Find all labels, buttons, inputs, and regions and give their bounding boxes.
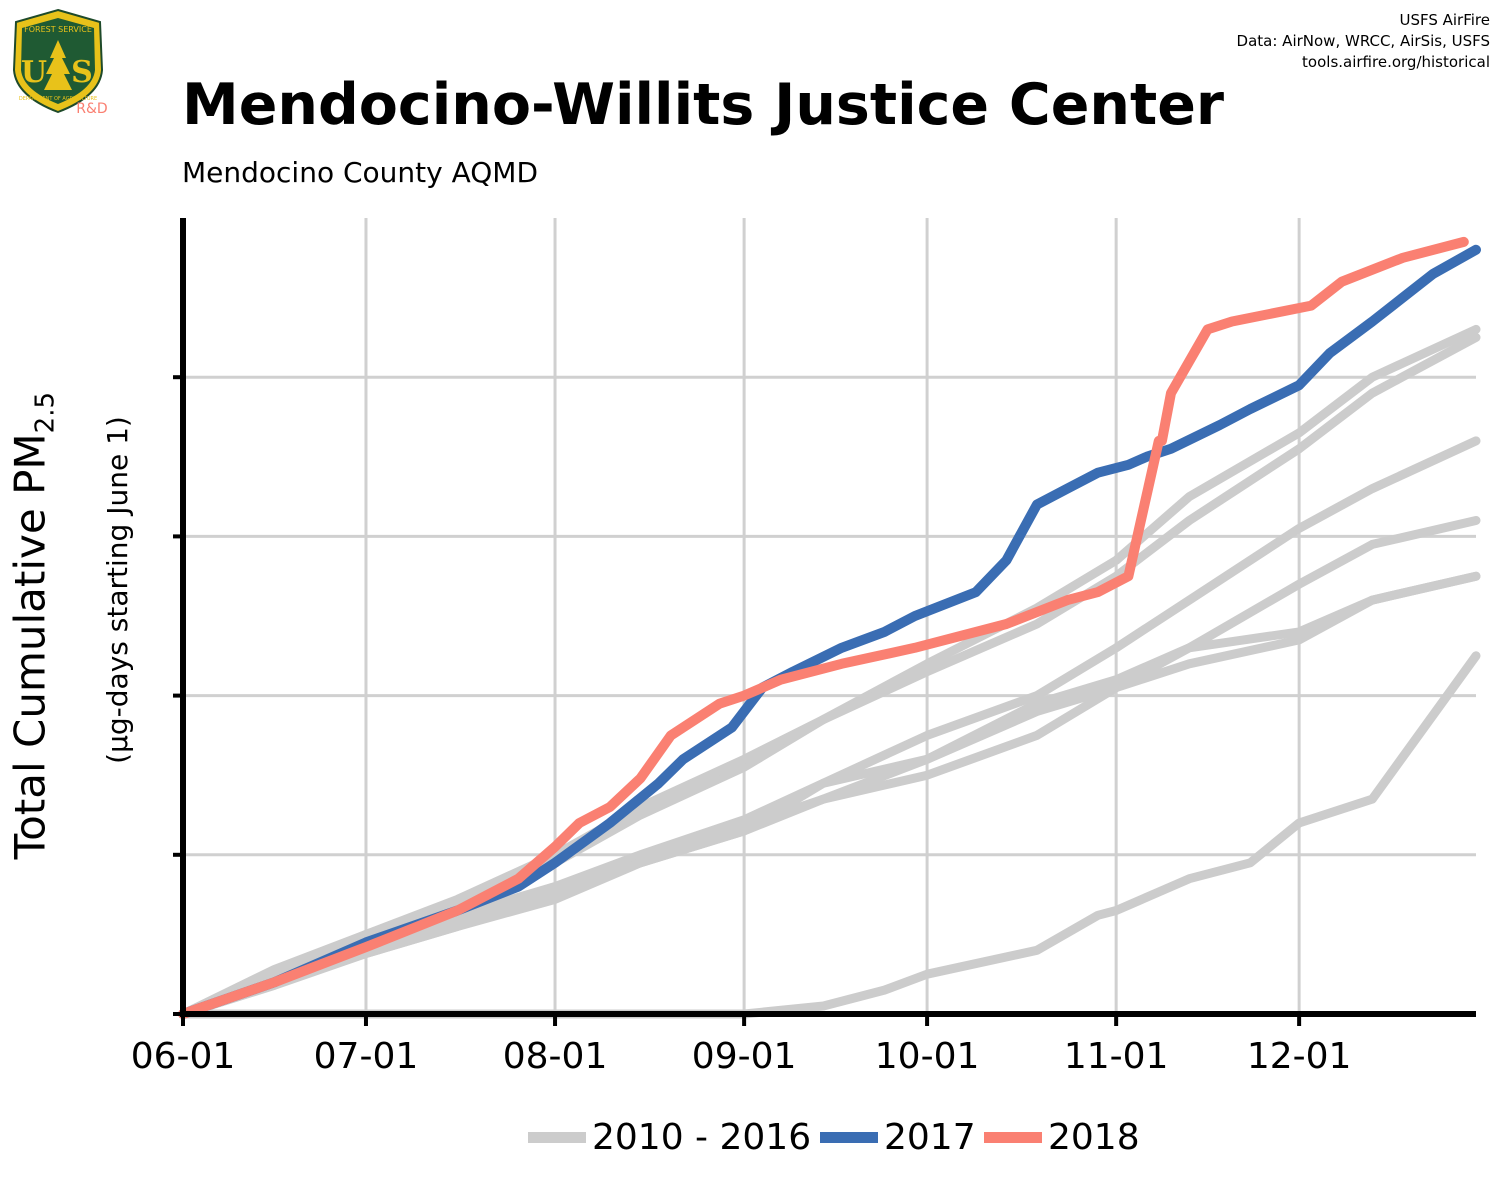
attribution-line: Data: AirNow, WRCC, AirSis, USFS	[1236, 32, 1490, 50]
x-tick-label: 09-01	[692, 1036, 797, 1077]
x-tick-label: 11-01	[1064, 1036, 1169, 1077]
x-tick-label: 12-01	[1247, 1036, 1352, 1077]
legend-label: 2017	[884, 1116, 976, 1158]
series-lines	[178, 236, 1481, 1019]
legend-label: 2010 - 2016	[592, 1116, 812, 1158]
chart-title: Mendocino-Willits Justice Center	[182, 72, 1225, 138]
attribution-line: USFS AirFire	[1399, 11, 1490, 29]
y-axis-title: Total Cumulative PM2.5	[5, 346, 70, 906]
legend-swatch-2018	[984, 1131, 1042, 1143]
axes	[173, 218, 1476, 1026]
legend-item-2018: 2018	[984, 1112, 1140, 1162]
logo-letter: U	[21, 55, 47, 90]
legend-swatch-2017	[820, 1131, 878, 1143]
x-tick-label: 07-01	[314, 1036, 419, 1077]
x-tick-label: 06-01	[131, 1036, 236, 1077]
logo-tree	[44, 40, 72, 90]
grid-lines	[181, 218, 1476, 1014]
legend-label: 2018	[1048, 1116, 1140, 1158]
series-line-2017	[178, 244, 1481, 1019]
series-line-2010-2016	[178, 571, 1481, 1019]
logo-letter: S	[71, 55, 93, 90]
logo-rd-badge: R&D	[76, 101, 107, 117]
y-axis-title-text: Total Cumulative PM	[5, 433, 55, 860]
attribution: USFS AirFire Data: AirNow, WRCC, AirSis,…	[1237, 10, 1490, 73]
chart-subtitle: Mendocino County AQMD	[182, 156, 539, 189]
legend-item-2017: 2017	[820, 1112, 976, 1162]
y-axis-title-subscript: 2.5	[30, 391, 61, 434]
attribution-line: tools.airfire.org/historical	[1302, 53, 1490, 71]
series-line-2018	[178, 236, 1469, 1019]
logo-top-text: FOREST SERVICE	[24, 25, 92, 34]
legend-swatch-historical	[528, 1131, 586, 1143]
usfs-logo: U S FOREST SERVICE DEPARTMENT OF AGRICULTUR…	[12, 8, 108, 117]
x-tick-label: 08-01	[503, 1036, 608, 1077]
y-axis-subtitle: (µg-days starting June 1)	[101, 416, 134, 764]
x-tick-label: 10-01	[875, 1036, 980, 1077]
x-tick-labels: 06-01 07-01 08-01 09-01 10-01 11-01 12-01	[131, 1036, 1352, 1077]
series-line-2010-2016	[178, 651, 1481, 1019]
series-line-2010-2016	[178, 332, 1481, 1019]
legend-item-historical: 2010 - 2016	[528, 1112, 811, 1162]
logo-bottom-text: DEPARTMENT OF AGRICULTURE	[19, 96, 97, 102]
legend: 2010 - 2016 2017 2018	[0, 1112, 1500, 1162]
